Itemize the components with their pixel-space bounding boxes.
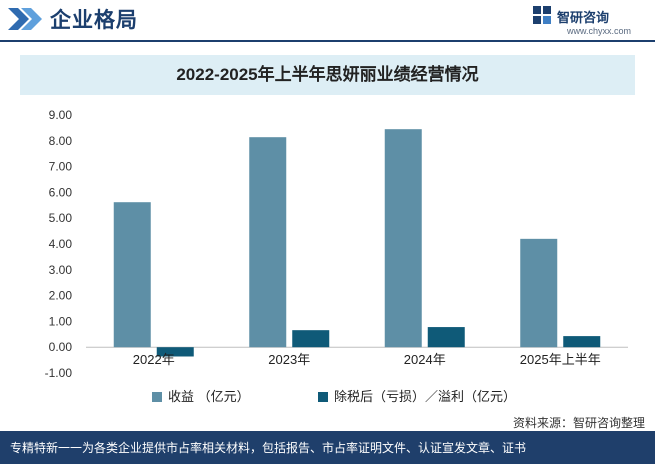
legend-swatch [152,392,162,402]
y-tick-label: 3.00 [49,263,73,277]
brand-logo: 智研咨询 www.chyxx.com [531,5,641,39]
double-chevron-icon [8,8,42,30]
y-tick-label: 2.00 [49,289,73,303]
y-tick-label: 0.00 [49,340,73,354]
brand-name: 智研咨询 [557,10,610,25]
section-title: 企业格局 [50,9,138,32]
chart-panel: 2022-2025年上半年思妍丽业绩经营情况 9.00 8.00 7.00 6.00 5… [20,55,635,460]
footer-text: 专精特新一一为各类企业提供市占率相关材料，包括报告、市占率证明文件、认证宣发文章… [10,441,527,455]
y-tick-label: 8.00 [49,134,73,148]
y-tick-label: -1.00 [45,366,73,380]
y-tick-label: 7.00 [49,160,73,174]
bar-revenue [520,238,558,348]
chart-title: 2022-2025年上半年思妍丽业绩经营情况 [176,65,479,84]
bar-profit [156,347,194,357]
y-tick-label: 9.00 [49,108,73,122]
y-tick-label: 6.00 [49,185,73,199]
brand-url: www.chyxx.com [567,26,632,36]
bar-revenue [384,129,422,348]
bar-chart: 9.00 8.00 7.00 6.00 5.00 4.00 3.00 2.00 1.00 0.00… [45,108,628,404]
chart-title-band [20,55,635,95]
legend-swatch [318,392,328,402]
y-tick-label: 4.00 [49,237,73,251]
y-tick-label: 1.00 [49,314,73,328]
bar-profit [563,336,601,348]
brand-mark-icon [533,6,551,24]
footer-bar: 专精特新一一为各类企业提供市占率相关材料，包括报告、市占率证明文件、认证宣发文章… [0,431,655,464]
x-tick-label: 2025年上半年 [520,352,601,367]
legend-label: 除税后（亏损）／溢利（亿元） [334,389,516,404]
section-header: 企业格局 智研咨询 www.chyxx.com [0,0,655,40]
legend-label: 收益 （亿元） [168,389,250,404]
bar-profit [427,327,465,348]
x-tick-label: 2024年 [404,352,446,367]
x-tick-label: 2023年 [268,352,310,367]
bar-profit [292,330,330,348]
bar-revenue [249,137,287,348]
x-tick-label: 2022年 [133,352,175,367]
y-tick-label: 5.00 [49,211,73,225]
source-note: 资料来源：智研咨询整理 [512,416,645,430]
bar-revenue [113,202,151,348]
header-divider [0,40,655,42]
